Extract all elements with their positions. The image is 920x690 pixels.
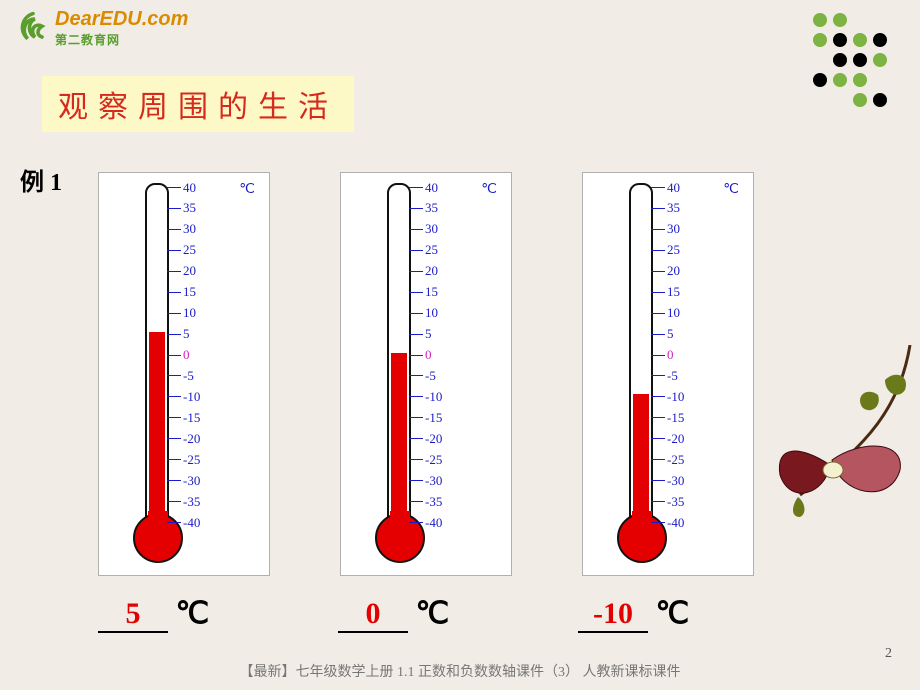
tick-label: 0: [667, 347, 674, 363]
tick-label: -15: [667, 410, 684, 426]
tick-label: 5: [667, 326, 674, 342]
tick-label: -30: [667, 473, 684, 489]
thermo-unit: ℃: [481, 181, 497, 198]
tick-label: 10: [183, 305, 196, 321]
logo-icon: [15, 10, 51, 46]
thermo-unit: ℃: [239, 181, 255, 198]
tick-label: 25: [667, 242, 680, 258]
tick-label: 25: [183, 242, 196, 258]
tick-label: 5: [425, 326, 432, 342]
reading: 0 ℃: [338, 596, 578, 633]
tick-label: -40: [425, 515, 442, 531]
tick-label: -15: [425, 410, 442, 426]
flower-decoration: [770, 345, 920, 545]
tick-label: 40: [425, 180, 438, 196]
tick-label: -25: [183, 452, 200, 468]
tick-label: 0: [183, 347, 190, 363]
logo-sub: 第二教育网: [55, 31, 188, 48]
tick-label: 5: [183, 326, 190, 342]
reading-unit: ℃: [648, 597, 689, 630]
tick-label: -40: [183, 515, 200, 531]
tick-label: -35: [667, 494, 684, 510]
reading-value: 0: [338, 597, 408, 633]
reading: 5 ℃: [98, 596, 338, 633]
thermometer-row: ℃ 40 35 30 25 20 15 10 5 0 -5 -10 -15 -20 -25 -30 -35 -40…: [98, 172, 754, 576]
tick-label: -30: [183, 473, 200, 489]
tick-label: 30: [667, 221, 680, 237]
reading: -10 ℃: [578, 596, 818, 633]
example-label: 例 1: [20, 162, 62, 197]
tick-label: 10: [425, 305, 438, 321]
tick-label: 25: [425, 242, 438, 258]
thermo-tube: [145, 183, 169, 522]
tick-label: -20: [667, 431, 684, 447]
tick-label: -15: [183, 410, 200, 426]
tick-label: 35: [667, 200, 680, 216]
tick-label: -40: [667, 515, 684, 531]
tick-label: -5: [183, 368, 194, 384]
logo: DearEDU.com 第二教育网: [15, 8, 188, 48]
thermo-scale: 4035302520151050-5-10-15-20-25-30-35-40: [409, 183, 469, 518]
reading-unit: ℃: [168, 597, 209, 630]
tick-label: -30: [425, 473, 442, 489]
reading-value: 5: [98, 597, 168, 633]
thermo-bulb: [375, 513, 425, 563]
tick-label: -10: [425, 389, 442, 405]
reading-value: -10: [578, 597, 648, 633]
tick-label: -10: [667, 389, 684, 405]
tick-label: 15: [667, 284, 680, 300]
thermo-bulb: [133, 513, 183, 563]
mercury: [633, 394, 649, 520]
tick-label: 20: [667, 263, 680, 279]
mercury: [391, 353, 407, 521]
page-title: 观察周围的生活: [58, 91, 338, 124]
dots-decoration: [808, 8, 898, 128]
tick-label: 35: [425, 200, 438, 216]
tick-label: 40: [183, 180, 196, 196]
tick-label: -20: [425, 431, 442, 447]
tick-label: 15: [183, 284, 196, 300]
tick-label: -20: [183, 431, 200, 447]
tick-label: 30: [425, 221, 438, 237]
tick-label: -35: [425, 494, 442, 510]
thermometer: ℃ 40 35 30 25 20 15 10 5 0 -5 -10 -15 -20 -25 -30 -35 -40: [582, 172, 754, 576]
thermo-bulb: [617, 513, 667, 563]
tick-label: -35: [183, 494, 200, 510]
tick-label: 20: [425, 263, 438, 279]
tick-label: 40: [667, 180, 680, 196]
tick-label: -5: [425, 368, 436, 384]
thermo-scale: 4035302520151050-5-10-15-20-25-30-35-40: [651, 183, 711, 518]
tick-label: 0: [425, 347, 432, 363]
page-number: 2: [885, 646, 892, 662]
thermo-tube: [387, 183, 411, 522]
thermometer: ℃ 40 35 30 25 20 15 10 5 0 -5 -10 -15 -20 -25 -30 -35 -40: [98, 172, 270, 576]
tick-label: 35: [183, 200, 196, 216]
readings-row: 5 ℃0 ℃-10 ℃: [98, 596, 858, 633]
logo-dotcom: .com: [142, 8, 189, 30]
tick-label: -5: [667, 368, 678, 384]
reading-unit: ℃: [408, 597, 449, 630]
logo-main: DearEDU: [55, 8, 142, 30]
title-box: 观察周围的生活: [42, 76, 354, 132]
thermometer: ℃ 40 35 30 25 20 15 10 5 0 -5 -10 -15 -20 -25 -30 -35 -40: [340, 172, 512, 576]
thermo-scale: 4035302520151050-5-10-15-20-25-30-35-40: [167, 183, 227, 518]
mercury: [149, 332, 165, 520]
tick-label: 20: [183, 263, 196, 279]
tick-label: 10: [667, 305, 680, 321]
tick-label: 15: [425, 284, 438, 300]
tick-label: -10: [183, 389, 200, 405]
tick-label: 30: [183, 221, 196, 237]
tick-label: -25: [667, 452, 684, 468]
thermo-unit: ℃: [723, 181, 739, 198]
thermo-tube: [629, 183, 653, 522]
tick-label: -25: [425, 452, 442, 468]
footer-text: 【最新】七年级数学上册 1.1 正数和负数数轴课件（3） 人教新课标课件: [0, 664, 920, 682]
logo-text: DearEDU.com: [55, 8, 188, 31]
